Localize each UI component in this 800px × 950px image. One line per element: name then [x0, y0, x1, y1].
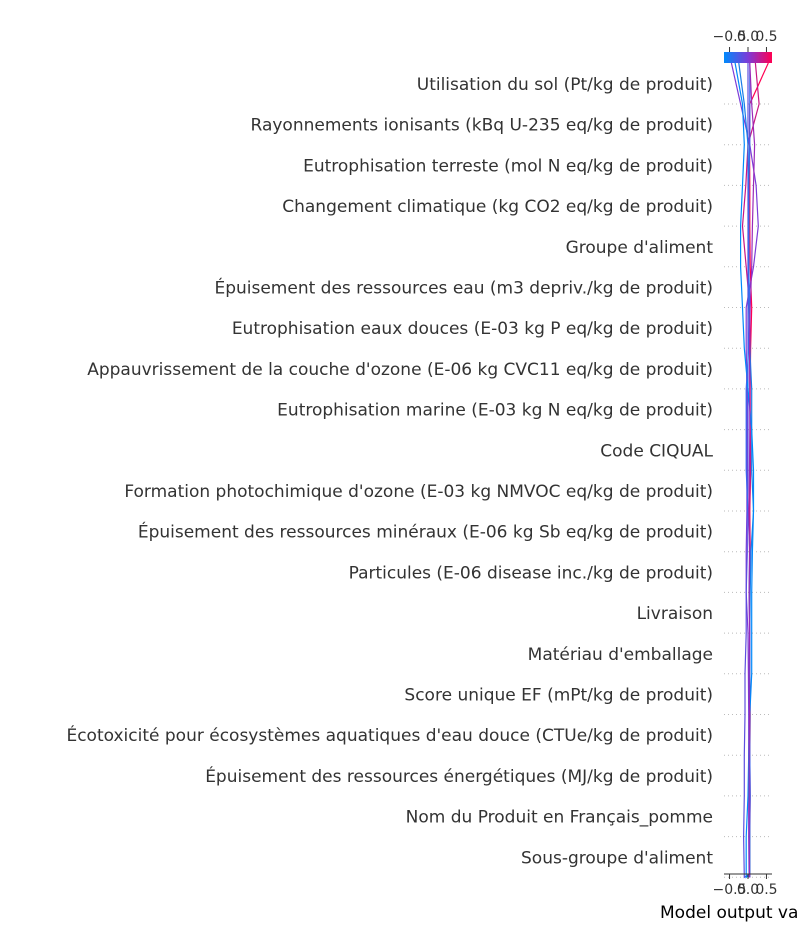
- decision-line: [745, 63, 751, 878]
- bottom-tick-label: 0.5: [755, 882, 777, 898]
- feature-label: Livraison: [637, 604, 713, 624]
- decision-line: [748, 62, 756, 878]
- bottom-tick-label: −0.5: [713, 882, 747, 898]
- feature-label: Écotoxicité pour écosystèmes aquatiques …: [66, 724, 713, 746]
- feature-labels: Utilisation du sol (Pt/kg de produit) Ray…: [66, 75, 713, 868]
- top-tick-label: −0.5: [713, 29, 747, 45]
- feature-label: Rayonnements ionisants (kBq U-235 eq/kg …: [251, 116, 713, 136]
- feature-label: Groupe d'aliment: [566, 238, 714, 258]
- feature-label: Utilisation du sol (Pt/kg de produit): [417, 75, 713, 95]
- feature-label: Particules (E-06 disease inc./kg de prod…: [349, 563, 713, 583]
- feature-label: Épuisement des ressources minéraux (E-06…: [138, 521, 713, 543]
- feature-label: Appauvrissement de la couche d'ozone (E-…: [87, 360, 713, 380]
- feature-label: Changement climatique (kg CO2 eq/kg de p…: [282, 197, 713, 217]
- feature-label: Eutrophisation terreste (mol N eq/kg de …: [303, 156, 713, 176]
- top-tick-label: 0.0: [737, 29, 759, 45]
- feature-label: Matériau d'emballage: [528, 645, 713, 665]
- feature-label: Épuisement des ressources eau (m3 depriv…: [214, 277, 713, 299]
- feature-label: Sous-groupe d'aliment: [521, 848, 713, 868]
- feature-label: Eutrophisation eaux douces (E-03 kg P eq…: [232, 319, 713, 339]
- decision-line: [734, 62, 755, 879]
- feature-label: Code CIQUAL: [600, 441, 713, 461]
- x-axis: −0.50.00.5: [713, 873, 778, 898]
- feature-label: Eutrophisation marine (E-03 kg N eq/kg d…: [277, 401, 713, 421]
- decision-lines: [730, 62, 769, 879]
- colorbar-axis: −0.50.00.5: [713, 29, 778, 52]
- colorbar-gradient: [724, 52, 772, 63]
- top-tick-label: 0.5: [755, 29, 777, 45]
- bottom-tick-label: 0.0: [737, 882, 759, 898]
- feature-label: Nom du Produit en Français_pomme: [406, 808, 713, 828]
- feature-label: Score unique EF (mPt/kg de produit): [404, 686, 713, 706]
- x-axis-title: Model output va: [660, 903, 798, 923]
- feature-label: Épuisement des ressources énergétiques (…: [205, 765, 713, 787]
- feature-label: Formation photochimique d'ozone (E-03 kg…: [124, 482, 713, 502]
- colorbar: [724, 52, 772, 63]
